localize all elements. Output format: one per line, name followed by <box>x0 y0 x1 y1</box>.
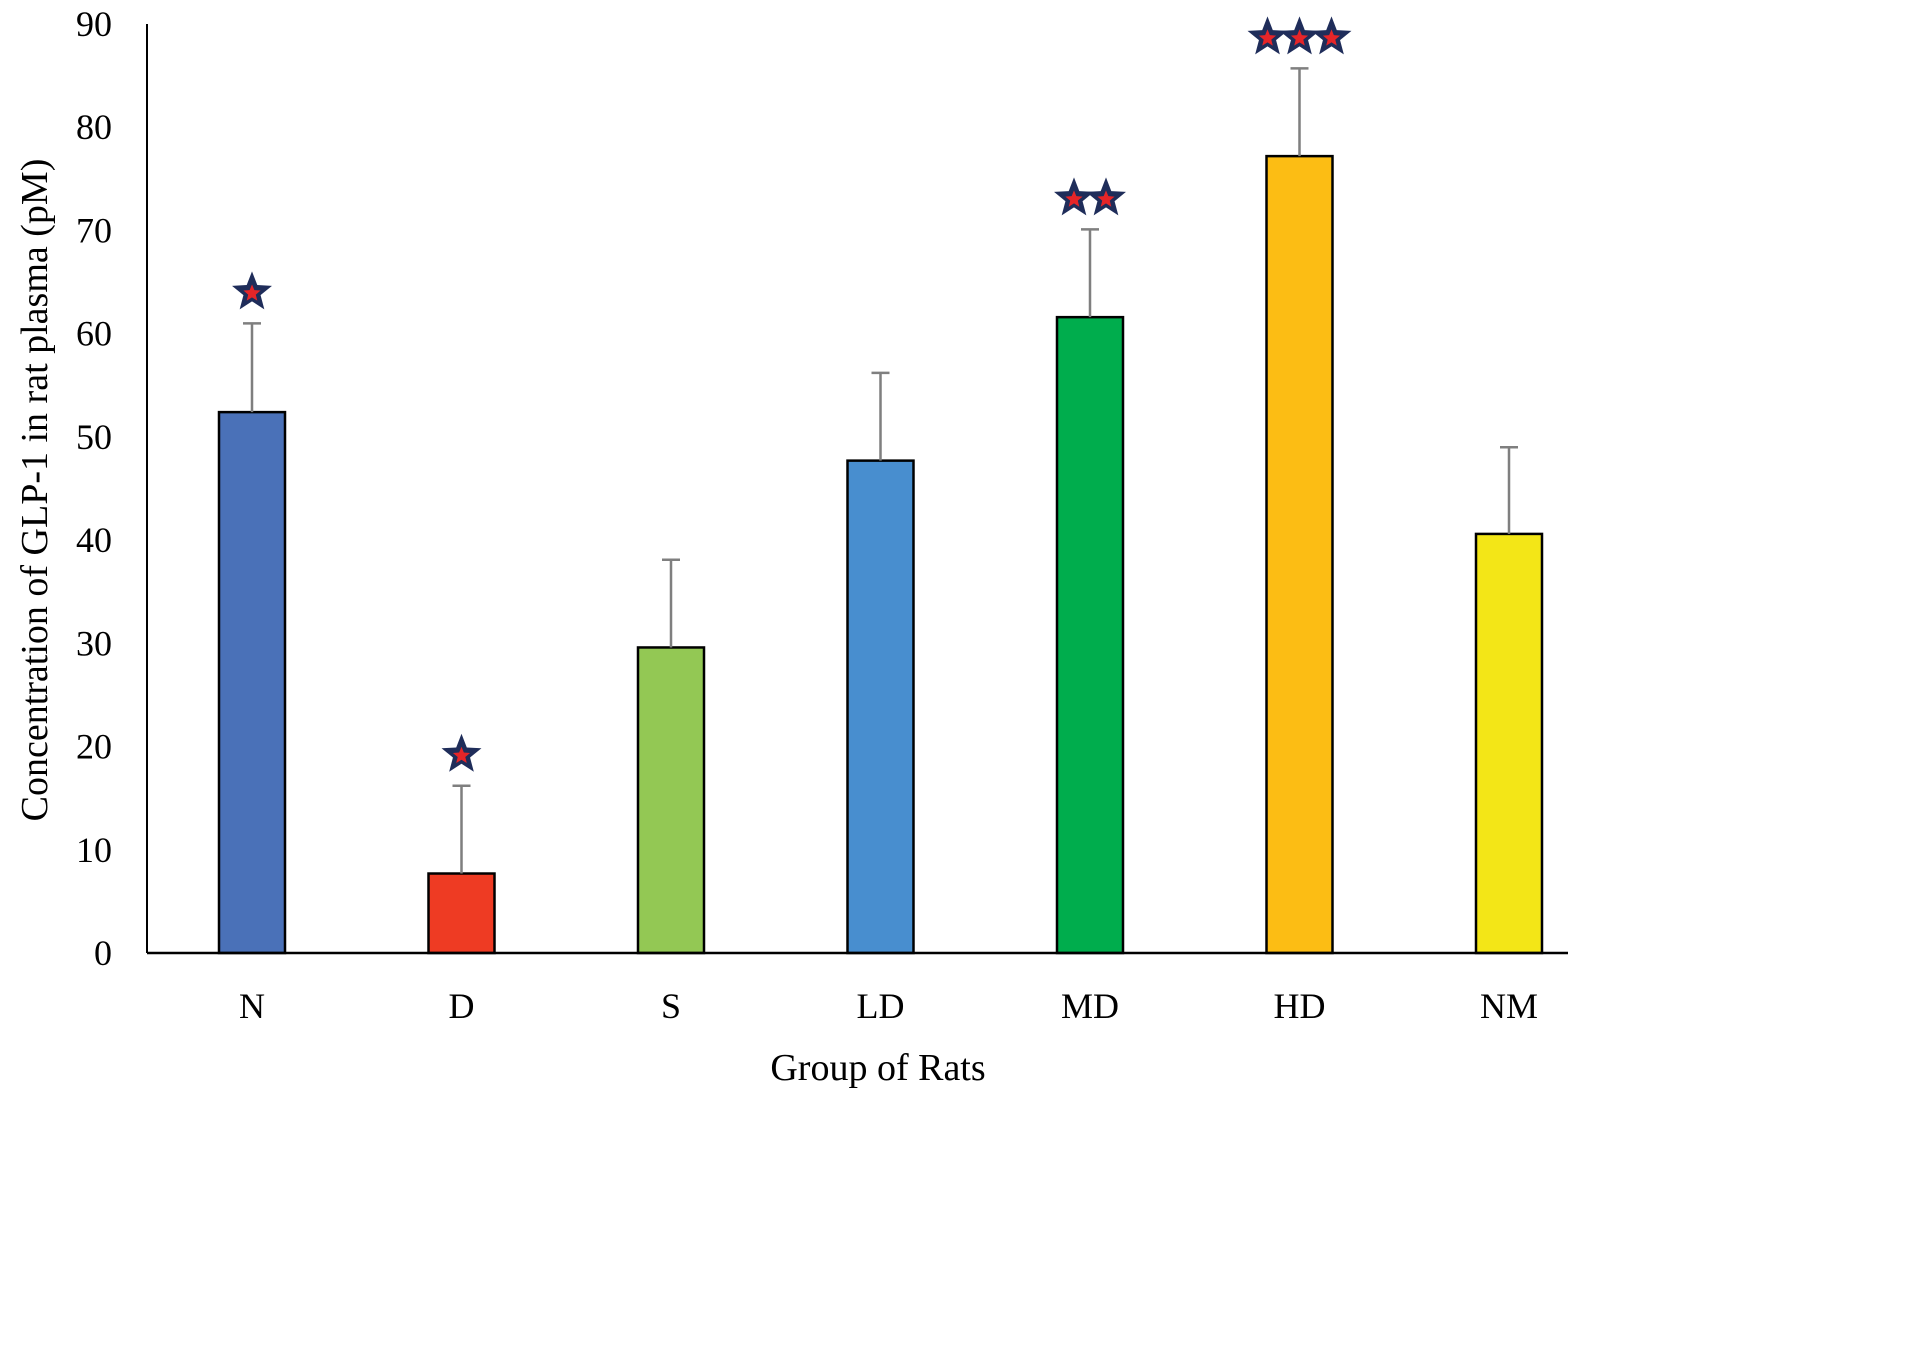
significance-star <box>1279 16 1320 55</box>
significance-star <box>441 733 482 772</box>
significance-star <box>1311 16 1352 55</box>
y-tick-labels: 0 10 20 30 40 50 60 70 80 90 <box>76 4 112 973</box>
bar-hd <box>1265 154 1334 955</box>
x-category-label: D <box>449 986 475 1026</box>
star-inner-icon <box>1065 190 1083 207</box>
error-bar-hd <box>1290 67 1309 157</box>
y-tick-label: 90 <box>76 4 112 44</box>
x-category-label: N <box>239 986 265 1026</box>
x-category-label: MD <box>1061 986 1119 1026</box>
bar-n <box>217 410 287 955</box>
star-inner-icon <box>452 746 471 764</box>
y-tick-label: 40 <box>76 520 112 560</box>
bar-s <box>636 646 706 955</box>
significance-star <box>1054 177 1094 216</box>
bar-nm <box>1474 532 1544 955</box>
x-category-label: HD <box>1274 986 1326 1026</box>
y-tick-label: 80 <box>76 107 112 147</box>
y-tick-label: 30 <box>76 623 112 663</box>
x-axis-title: Group of Rats <box>770 1047 985 1089</box>
bar-ld <box>846 459 915 955</box>
x-category-labels: N D S LD MD HD NM <box>239 986 1538 1026</box>
star-inner-icon <box>1322 29 1341 46</box>
error-bar-s <box>662 558 680 648</box>
error-bar-n <box>243 322 261 413</box>
y-tick-label: 70 <box>76 210 112 250</box>
bars <box>217 154 1544 955</box>
significance-star <box>1086 177 1126 216</box>
significance-stars <box>232 16 1352 772</box>
error-bar-d <box>452 784 471 874</box>
y-axis-title: Concentration of GLP-1 in rat plasma (pM… <box>14 159 56 822</box>
star-inner-icon <box>1290 29 1309 46</box>
star-inner-icon <box>1097 190 1115 207</box>
significance-star <box>1247 16 1288 55</box>
error-bar-nm <box>1500 445 1518 534</box>
error-bars <box>243 67 1518 874</box>
y-tick-label: 50 <box>76 417 112 457</box>
bar-d <box>427 872 496 955</box>
x-category-label: NM <box>1480 986 1538 1026</box>
y-tick-label: 10 <box>76 830 112 870</box>
x-category-label: S <box>661 986 681 1026</box>
bar-md <box>1055 315 1125 955</box>
star-inner-icon <box>1258 29 1277 46</box>
y-tick-label: 60 <box>76 314 112 354</box>
y-tick-label: 20 <box>76 727 112 767</box>
y-tick-label: 0 <box>94 933 112 973</box>
significance-star <box>232 271 272 310</box>
error-bar-ld <box>871 371 890 461</box>
x-category-label: LD <box>857 986 905 1026</box>
bar-chart: 0 10 20 30 40 50 60 70 80 90 N D S LD MD HD NM Group of… <box>14 4 1568 1089</box>
star-inner-icon <box>243 284 261 301</box>
error-bar-md <box>1081 228 1099 318</box>
